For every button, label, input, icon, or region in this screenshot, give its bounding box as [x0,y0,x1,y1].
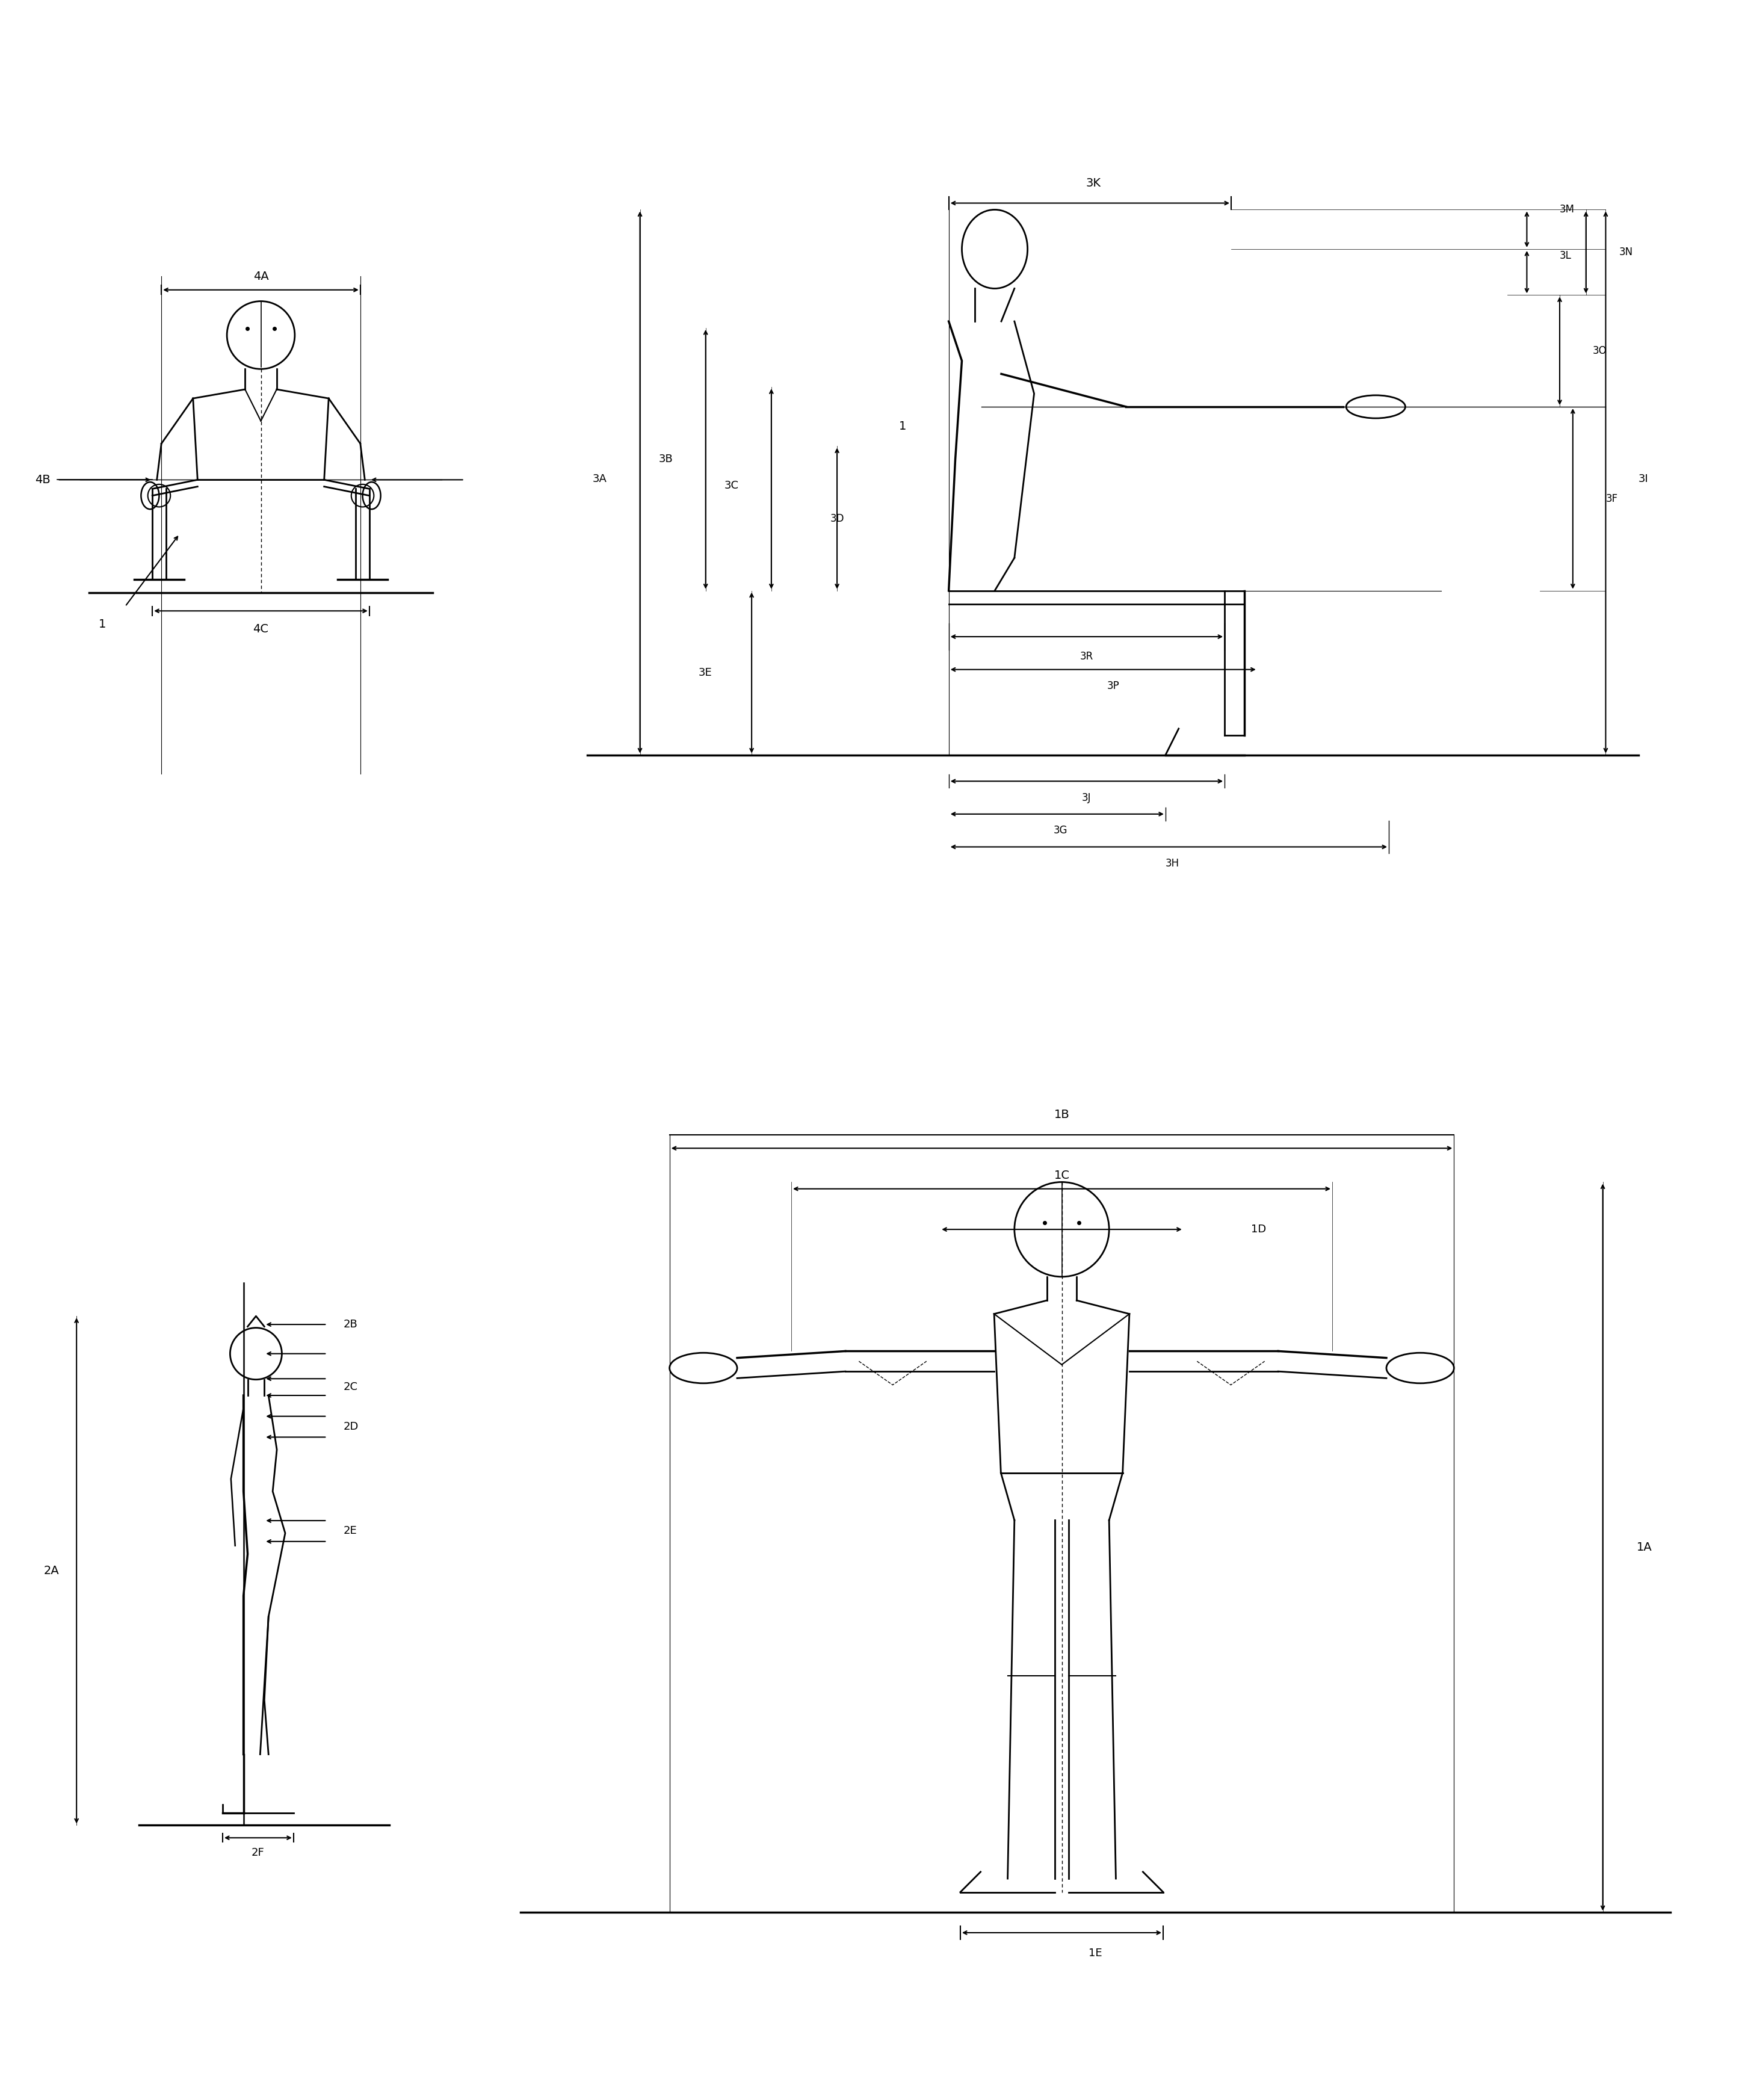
Text: 2E: 2E [344,1525,356,1537]
Text: 3N: 3N [1619,248,1633,258]
Text: 4C: 4C [254,624,268,634]
Text: 4B: 4B [35,475,50,485]
Text: 3J: 3J [1082,792,1092,802]
Text: 2D: 2D [344,1422,358,1432]
Text: 3D: 3D [830,512,843,523]
Text: 2A: 2A [43,1565,59,1577]
Text: 3K: 3K [1085,179,1101,189]
Text: 3E: 3E [699,668,713,678]
Text: 3B: 3B [659,454,673,464]
Text: 3A: 3A [593,475,607,485]
Text: 1B: 1B [1054,1109,1069,1119]
Text: 3I: 3I [1638,475,1649,485]
Text: 3G: 3G [1054,825,1068,836]
Text: 3C: 3C [723,481,739,491]
Text: 3F: 3F [1605,494,1617,504]
Text: 3H: 3H [1165,859,1179,869]
Text: 1: 1 [99,620,106,630]
Text: 1C: 1C [1054,1170,1069,1180]
Text: 4A: 4A [254,271,268,281]
Text: 3R: 3R [1080,651,1094,662]
Text: 1: 1 [899,420,906,433]
Text: 1A: 1A [1636,1541,1652,1554]
Text: 3L: 3L [1560,250,1572,260]
Text: 1D: 1D [1250,1224,1266,1235]
Text: 2F: 2F [252,1848,264,1858]
Text: 3P: 3P [1106,680,1120,691]
Text: 3O: 3O [1593,346,1607,357]
Text: 2C: 2C [344,1382,358,1392]
Text: 3M: 3M [1560,204,1576,214]
Text: 2B: 2B [344,1319,358,1329]
Text: 1E: 1E [1089,1947,1103,1959]
